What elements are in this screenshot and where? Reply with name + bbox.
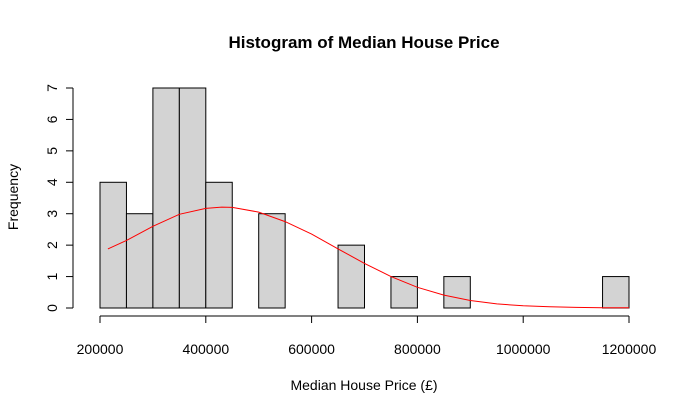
chart-title: Histogram of Median House Price	[228, 33, 499, 52]
y-tick-label: 6	[44, 115, 60, 123]
histogram-bars	[99, 87, 630, 309]
histogram-bar	[443, 276, 471, 309]
x-axis: 200000 400000 600000 800000 1000000 1200000	[77, 315, 657, 357]
histogram-bar	[205, 181, 233, 309]
histogram-bar	[337, 244, 365, 309]
x-tick-label: 200000	[77, 341, 124, 357]
x-axis-label: Median House Price (£)	[290, 377, 437, 393]
histogram-bar	[178, 87, 207, 309]
y-tick-label: 1	[44, 272, 60, 280]
x-tick-label: 600000	[288, 341, 335, 357]
density-curve	[107, 206, 629, 309]
y-tick-label: 3	[44, 210, 60, 218]
x-tick-label: 1000000	[496, 341, 551, 357]
histogram-bar	[390, 276, 418, 309]
histogram-bar	[152, 87, 180, 309]
y-tick-label: 2	[44, 241, 60, 249]
histogram-bar	[602, 276, 630, 309]
x-tick-label: 400000	[182, 341, 229, 357]
y-tick-label: 0	[44, 304, 60, 312]
histogram-bar	[99, 181, 127, 309]
y-tick-label: 4	[44, 178, 60, 186]
histogram-bar	[258, 213, 286, 309]
x-tick-label: 1200000	[602, 341, 657, 357]
histogram-bar	[125, 213, 154, 309]
y-axis-label: Frequency	[5, 164, 21, 230]
y-tick-label: 7	[44, 84, 60, 92]
y-tick-label: 5	[44, 147, 60, 155]
x-tick-label: 800000	[394, 341, 441, 357]
y-axis: 0 1 2 3 4 5 6 7	[44, 84, 74, 312]
